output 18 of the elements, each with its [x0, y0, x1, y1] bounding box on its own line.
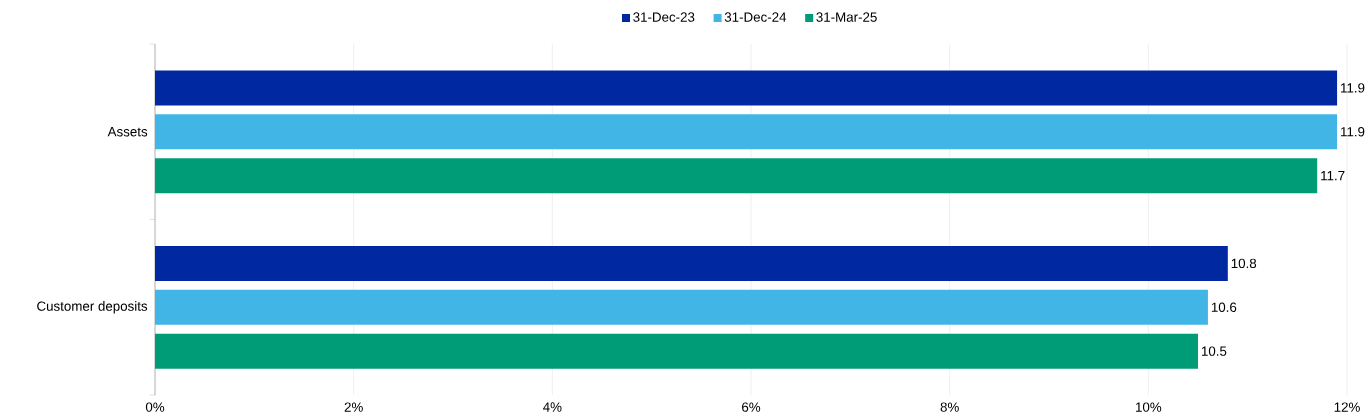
- x-tick-label: 4%: [543, 402, 562, 412]
- data-label: 10.5: [1201, 346, 1227, 356]
- x-tick-label: 0%: [145, 402, 165, 412]
- x-tick-label: 10%: [1136, 402, 1162, 412]
- y-tick-label: Customer deposits: [37, 301, 148, 314]
- data-label: 11.9: [1341, 127, 1365, 137]
- legend-label: 31-Dec-24: [724, 12, 787, 22]
- data-label: 11.7: [1321, 171, 1345, 181]
- x-tick-label: 8%: [940, 402, 959, 412]
- data-label: 11.9: [1341, 83, 1365, 93]
- x-tick-label: 6%: [742, 402, 761, 412]
- legend-label: 31-Dec-23: [633, 12, 695, 22]
- data-label: 10.8: [1231, 258, 1257, 269]
- x-tick-label: 2%: [344, 402, 363, 412]
- y-tick-label: Assets: [107, 127, 148, 137]
- legend-label: 31-Mar-25: [816, 12, 877, 22]
- data-label: 10.6: [1211, 302, 1237, 312]
- x-tick-label: 12%: [1334, 402, 1360, 412]
